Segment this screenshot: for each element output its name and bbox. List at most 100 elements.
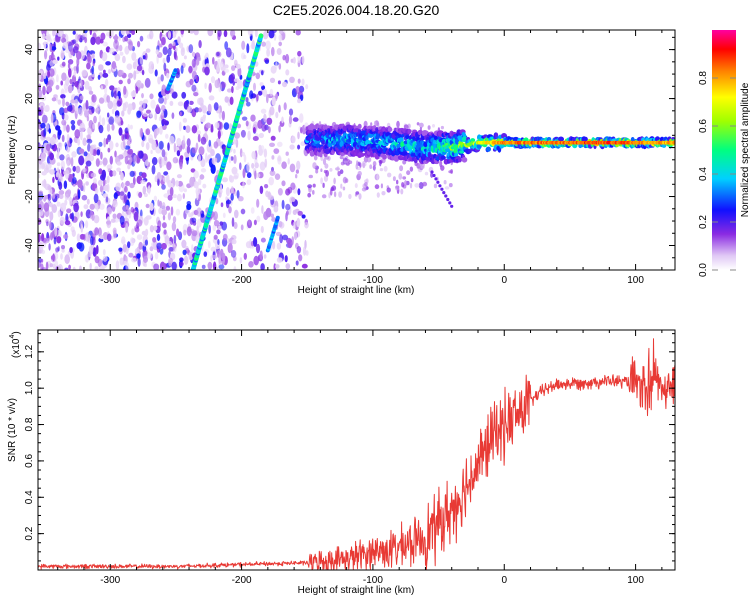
spectrogram-noise-cell [61,134,65,143]
spectrogram-noise-cell [77,179,83,189]
spectrogram-noise-cell [208,139,212,147]
spectrogram-noise-cell [139,35,144,42]
spectrogram-noise-cell [67,63,71,69]
spectrogram-noise-cell [396,120,400,128]
spectrogram-noise-cell [49,68,55,77]
spectrogram-noise-cell [108,47,115,55]
spectrogram-y-ticks: -40 -20 0 20 40 [24,36,675,271]
spectrogram-noise-cell [43,127,47,137]
spectrogram-noise-cell [121,133,125,141]
spectrogram-noise-cell [163,97,167,105]
spectrogram-noise-cell [277,141,283,147]
spectrogram-noise-cell [250,207,255,214]
spectrogram-noise-cell [217,130,221,140]
spectrogram-noise-cell [160,74,164,82]
spectrogram-noise-cell [191,58,196,68]
spectrogram-noise-cell [47,185,52,191]
spectrogram-noise-cell [98,141,103,147]
spectrogram-noise-cell [252,126,256,133]
spectrogram-noise-cell [205,122,212,129]
spectrogram-noise-cell [61,72,67,81]
spectrogram-noise-cell [223,122,230,130]
spectrogram-noise-cell [230,30,236,37]
spectrogram-noise-cell [450,169,453,174]
spectrogram-noise-cell [157,220,162,229]
spectrogram-noise-cell [73,71,76,77]
spectrogram-noise-cell [289,144,295,150]
spectrogram-noise-cell [93,149,97,154]
spectrogram-noise-cell [196,218,202,228]
spectrogram-noise-cell [263,113,267,123]
spectrogram-noise-cell [80,219,83,228]
spectrogram-noise-cell [161,118,167,124]
spectrogram-noise-cell [138,191,143,198]
spectrogram-noise-cell [72,46,79,54]
spectrogram-noise-cell [191,147,198,154]
spectrogram-noise-cell [116,167,121,172]
spectrogram-noise-cell [259,185,264,195]
spectrogram-noise-cell [298,254,303,262]
spectrogram-noise-cell [144,239,148,246]
spectrogram-noise-cell [409,182,413,189]
spectrogram-noise-cell [204,66,210,76]
spectrogram-noise-cell [116,100,122,107]
spectrogram-noise-cell [48,54,52,61]
short-line-cell [173,68,178,73]
spectrogram-noise-cell [191,84,197,92]
spectrogram-noise-cell [264,30,268,37]
colorbar-ticks: 0.0 0.2 0.4 0.6 0.8 [698,71,736,277]
spectrogram-noise-cell [71,82,75,87]
spectrogram-noise-cell [218,83,222,93]
spectrogram-noise-cell [292,221,297,229]
spectrogram-noise-cell [271,96,276,106]
colorbar-label: Normalized spectral amplitude [740,82,750,217]
spectrogram-noise-cell [305,84,309,90]
spectrogram-noise-cell [271,46,275,57]
spectrogram-noise-cell [136,110,142,118]
spectrogram-noise-cell [200,136,207,145]
spectrogram-noise-cell [112,200,118,208]
spectrogram-noise-cell [106,219,112,229]
spectrogram-noise-cell [64,193,69,200]
spectrogram-noise-cell [231,166,238,175]
spectrogram-noise-cell [77,189,81,199]
spectrogram-noise-cell [97,179,103,186]
spectrogram-noise-cell [224,64,229,69]
y-tick-label: 1.2 [24,344,35,358]
spectrogram-noise-cell [141,172,147,179]
spectrogram-noise-cell [175,30,178,34]
spectrogram-noise-cell [42,85,46,96]
spectrogram-noise-cell [79,122,86,133]
spectrogram-noise-cell [225,187,230,197]
main-tone-cell [461,157,468,163]
spectrogram-noise-cell [202,114,206,120]
spectrogram-noise-cell [94,266,99,270]
spectrogram-noise-cell [129,170,135,177]
spectrogram-noise-cell [416,122,420,126]
spectrogram-noise-cell [163,229,167,235]
spectrogram-noise-cell [171,112,175,119]
spectrogram-noise-cell [55,36,61,43]
spectrogram-noise-cell [86,198,90,205]
spectrogram-noise-cell [71,124,76,131]
spectrogram-noise-cell [81,69,88,77]
spectrogram-noise-cell [50,255,55,260]
spectrogram-noise-cell [322,182,325,188]
spectrogram-noise-cell [137,257,141,267]
spectrogram-noise-cell [224,96,229,103]
snr-series-line [38,338,675,570]
spectrogram-noise-cell [193,92,199,97]
spectrogram-noise-cell [230,156,234,161]
spectrogram-noise-cell [419,122,424,128]
spectrogram-noise-cell [258,132,264,139]
spectrogram-noise-cell [74,98,79,107]
spectrogram-noise-cell [79,95,84,100]
spectrogram-noise-cell [297,78,301,84]
spectrogram-noise-cell [49,263,53,268]
spectrogram-noise-cell [203,251,208,257]
spectrogram-noise-cell [87,143,91,152]
spectrogram-noise-cell [427,125,431,130]
spectrogram-noise-cell [233,154,237,164]
spectrogram-noise-cell [152,225,158,231]
spectrogram-noise-cell [106,233,112,242]
